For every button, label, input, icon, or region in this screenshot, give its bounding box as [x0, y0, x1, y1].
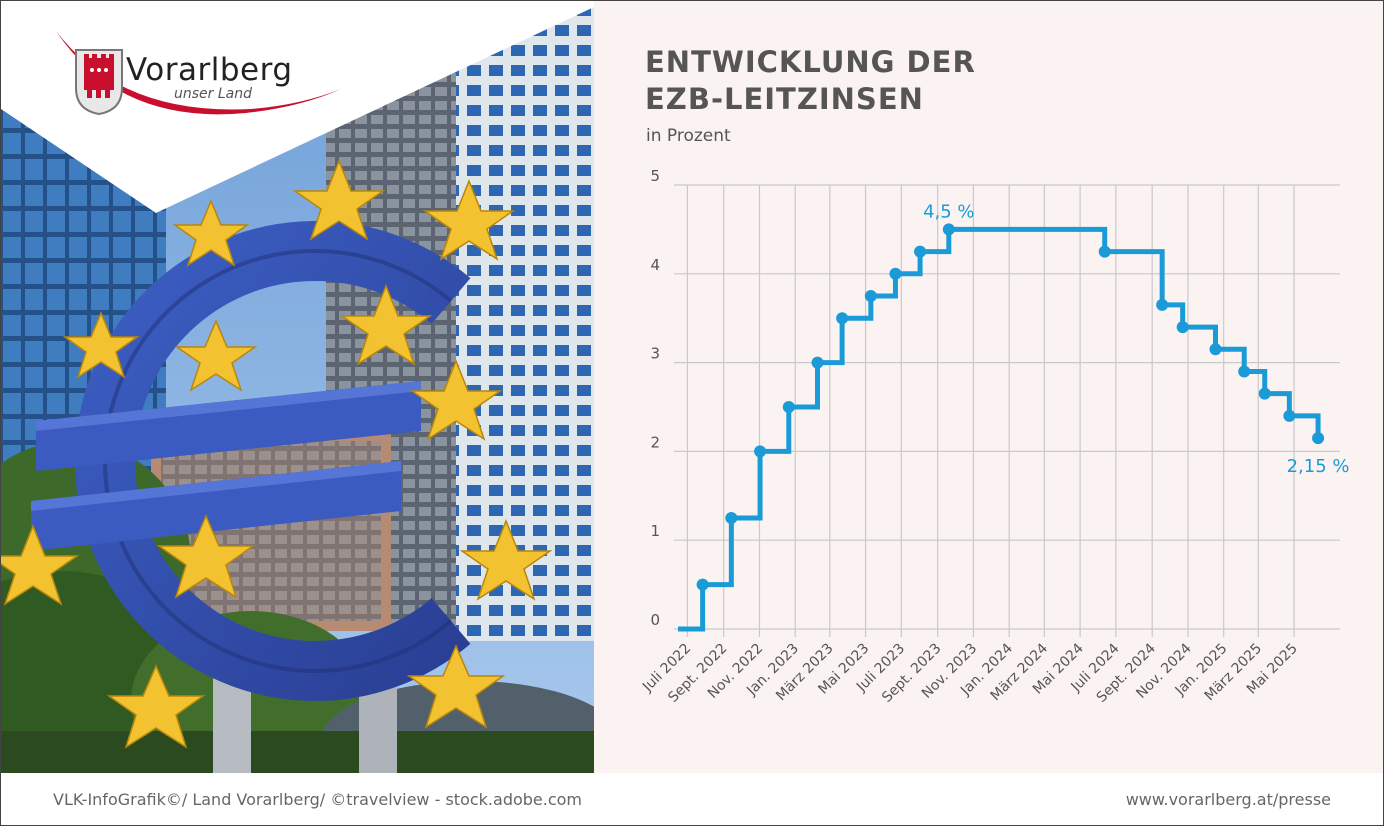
- logo-swoosh: [56, 31, 341, 115]
- rate-annotation: 4,5 %: [923, 201, 974, 222]
- euro-sculpture-photo: [1, 1, 594, 773]
- rate-marker: [754, 445, 767, 458]
- footer-credit: VLK-InfoGrafik©/ Land Vorarlberg/ ©trave…: [53, 790, 583, 809]
- coat-of-arms-icon: [75, 49, 123, 116]
- chart-title-line2: EZB-LEITZINSEN: [645, 82, 924, 116]
- chart-subtitle: in Prozent: [646, 126, 731, 146]
- vorarlberg-logo[interactable]: Vorarlberg unser Land: [74, 48, 314, 118]
- chart-title-line1: ENTWICKLUNG DER: [645, 45, 976, 79]
- rate-marker: [1283, 409, 1296, 422]
- rate-marker: [1098, 245, 1111, 258]
- footer-url[interactable]: www.vorarlberg.at/presse: [1125, 790, 1331, 809]
- rate-marker: [1258, 387, 1271, 400]
- rate-marker: [1156, 298, 1169, 311]
- brand-tagline: unser Land: [174, 86, 252, 102]
- rate-marker: [836, 312, 849, 325]
- y-tick-label: 2: [650, 433, 660, 451]
- rate-marker: [696, 578, 709, 591]
- rate-marker: [864, 290, 877, 302]
- rate-marker: [1176, 321, 1189, 334]
- y-tick-label: 5: [650, 167, 660, 185]
- rate-step-line: [678, 226, 1321, 632]
- rate-marker: [914, 245, 927, 258]
- rate-marker: [1209, 343, 1222, 356]
- brand-name: Vorarlberg: [126, 52, 293, 88]
- rate-marker: [942, 223, 955, 236]
- y-tick-label: 1: [650, 522, 660, 540]
- chart-panel: [594, 1, 1383, 773]
- footer: VLK-InfoGrafik©/ Land Vorarlberg/ ©trave…: [1, 773, 1383, 825]
- rate-marker: [1238, 365, 1251, 378]
- rate-annotation: 2,15 %: [1287, 456, 1350, 477]
- y-tick-label: 0: [650, 611, 660, 629]
- rate-marker: [811, 356, 824, 369]
- rate-marker: [889, 267, 902, 280]
- y-tick-label: 3: [650, 345, 660, 363]
- rate-marker: [782, 401, 795, 413]
- rate-marker: [1312, 432, 1325, 445]
- rate-marker: [725, 512, 738, 524]
- chart-title: ENTWICKLUNG DER EZB-LEITZINSEN: [645, 44, 976, 118]
- y-tick-label: 4: [650, 256, 660, 274]
